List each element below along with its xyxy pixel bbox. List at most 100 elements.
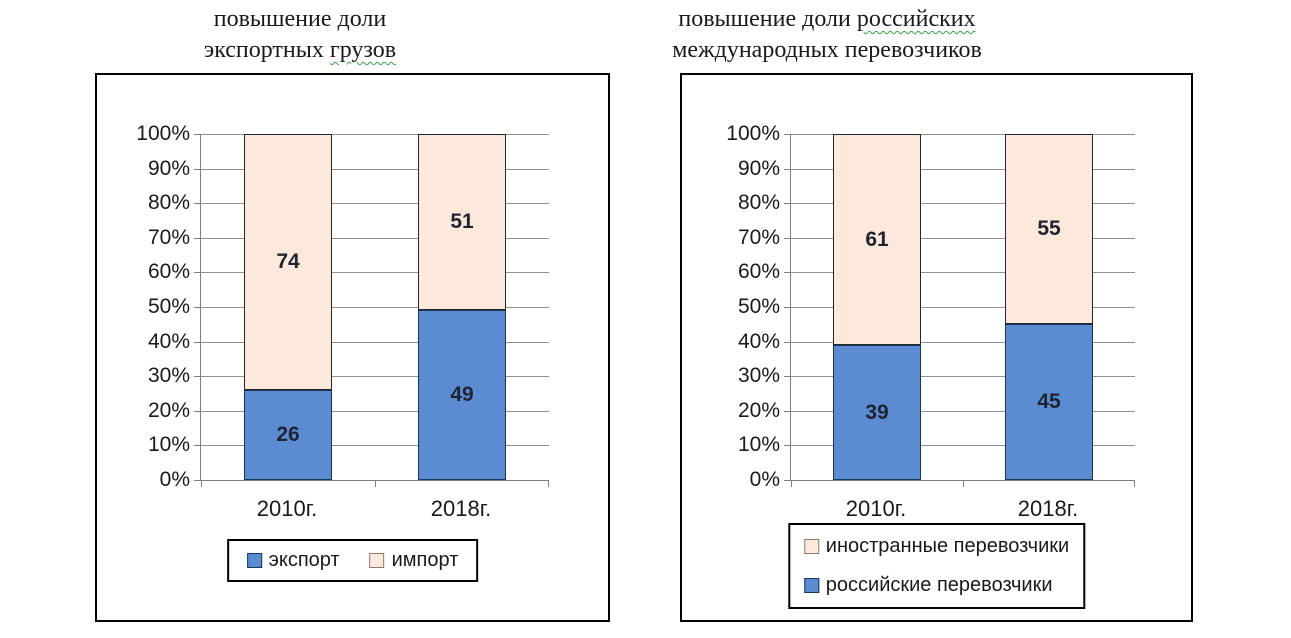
y-axis-tick — [784, 134, 791, 135]
y-axis-tick — [784, 237, 791, 239]
right-chart-title: повышение доли российских международных … — [587, 4, 1067, 66]
y-axis-tick — [194, 445, 201, 447]
left-title-text2: экспортных — [203, 37, 330, 63]
legend-label: иностранные перевозчики — [825, 535, 1070, 557]
legend-item: российские перевозчики — [803, 574, 1053, 597]
plot-area: 26 74 49 51 — [194, 134, 549, 487]
data-label: 49 — [450, 383, 474, 407]
y-axis-tick — [194, 341, 201, 343]
gridline — [791, 445, 1135, 447]
y-axis-labels: 0% 10% 20% 30% 40% 50% 60% 70% 80% 90% 100% — [97, 122, 190, 491]
left-title-wavy-word: грузов — [329, 37, 397, 63]
y-axis-tick — [784, 272, 791, 274]
right-title-line1: повышение доли российских — [587, 4, 1067, 35]
x-axis-tick — [791, 480, 792, 487]
right-title-wavy-word: российских — [856, 6, 976, 32]
stacked-bar: 26 74 — [244, 134, 332, 480]
plot-area: 39 61 45 55 — [784, 134, 1135, 487]
y-tick-label: 60% — [147, 260, 190, 284]
left-title-line1: повышение доли — [60, 4, 540, 35]
gridline — [791, 134, 1135, 135]
legend-item: экспорт — [246, 549, 340, 572]
gridline — [201, 203, 549, 205]
y-axis-tick — [784, 168, 791, 170]
y-tick-label: 50% — [737, 295, 780, 318]
y-tick-label: 80% — [147, 191, 190, 215]
data-label: 55 — [1037, 217, 1061, 241]
y-axis-tick — [784, 307, 791, 308]
x-axis-tick — [963, 480, 964, 487]
y-tick-label: 40% — [147, 329, 190, 353]
right-title-line2: международных перевозчиков — [587, 35, 1067, 66]
x-axis-tick — [201, 480, 202, 487]
legend-item: импорт — [369, 549, 458, 572]
gridline — [201, 445, 549, 447]
gridline — [791, 376, 1135, 378]
y-axis-tick — [194, 272, 201, 274]
x-axis-tick — [1134, 480, 1135, 487]
y-axis-tick — [194, 480, 201, 481]
gridline — [201, 410, 549, 412]
y-tick-label: 70% — [737, 225, 780, 249]
legend-swatch — [369, 553, 385, 568]
legend-label: экспорт — [268, 549, 340, 571]
x-tick-label: 2010г. — [845, 496, 907, 521]
legend: иностранные перевозчики российские перево… — [787, 523, 1086, 609]
x-axis-tick — [548, 480, 549, 487]
data-label: 26 — [276, 423, 300, 447]
data-label: 51 — [450, 210, 474, 234]
bar-segment: 45 — [1005, 324, 1093, 480]
legend: экспорт импорт — [226, 539, 479, 582]
data-label: 74 — [276, 250, 300, 274]
y-tick-label: 70% — [147, 225, 190, 249]
y-tick-label: 100% — [726, 122, 780, 145]
left-title-text1: повышение доли — [213, 6, 387, 32]
gridline — [791, 237, 1135, 239]
y-axis-tick — [194, 203, 201, 205]
bar-segment: 55 — [1005, 134, 1093, 325]
bar-segment: 26 — [244, 390, 332, 480]
bar-segment: 51 — [418, 134, 506, 311]
y-tick-label: 0% — [749, 468, 780, 491]
bar-segment: 39 — [833, 345, 921, 480]
left-chart-title: повышение доли экспортных грузов — [60, 4, 540, 66]
x-tick-label: 2018г. — [1017, 496, 1079, 521]
gridline — [201, 307, 549, 308]
y-tick-label: 20% — [147, 398, 190, 422]
y-axis-tick — [194, 376, 201, 378]
gridline — [791, 168, 1135, 170]
y-axis-labels: 0% 10% 20% 30% 40% 50% 60% 70% 80% 90% 100% — [682, 122, 780, 491]
left-chart: 0% 10% 20% 30% 40% 50% 60% 70% 80% 90% 100% 26 74 49… — [95, 73, 610, 622]
y-axis-tick — [784, 445, 791, 447]
y-tick-label: 30% — [147, 364, 190, 388]
right-title-text2: международных перевозчиков — [672, 37, 982, 63]
gridline — [201, 272, 549, 274]
gridline — [791, 410, 1135, 412]
gridline — [201, 168, 549, 170]
y-axis-tick — [194, 410, 201, 412]
gridline — [201, 376, 549, 378]
left-title-line2: экспортных грузов — [60, 35, 540, 66]
gridline — [791, 272, 1135, 274]
bar-segment: 74 — [244, 134, 332, 391]
y-tick-label: 30% — [737, 364, 780, 388]
y-axis-tick — [784, 376, 791, 378]
x-axis-labels: 2010г. 2018г. — [200, 496, 548, 522]
y-tick-label: 80% — [737, 191, 780, 215]
y-axis-tick — [784, 480, 791, 481]
y-tick-label: 90% — [737, 156, 780, 180]
data-label: 61 — [865, 227, 889, 251]
y-axis-tick — [784, 341, 791, 343]
right-title-text1: повышение доли — [678, 6, 857, 32]
gridline — [201, 237, 549, 239]
right-chart: 0% 10% 20% 30% 40% 50% 60% 70% 80% 90% 100% 39 61 45… — [680, 73, 1193, 622]
y-tick-label: 0% — [159, 468, 190, 491]
x-axis-tick — [375, 480, 376, 487]
stacked-bar: 45 55 — [1005, 134, 1093, 480]
x-axis-labels: 2010г. 2018г. — [790, 496, 1134, 522]
legend-swatch — [803, 578, 819, 593]
y-tick-label: 10% — [147, 433, 190, 457]
gridline — [791, 307, 1135, 308]
legend-swatch — [246, 553, 262, 568]
bar-segment: 61 — [833, 134, 921, 346]
